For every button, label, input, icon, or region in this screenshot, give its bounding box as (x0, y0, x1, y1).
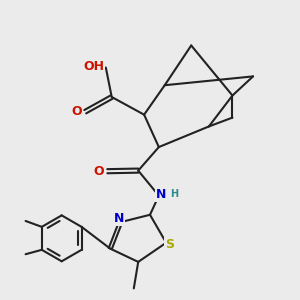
Text: H: H (170, 189, 178, 199)
Text: O: O (93, 165, 104, 178)
Text: OH: OH (83, 60, 104, 73)
Text: N: N (114, 212, 124, 225)
Text: S: S (165, 238, 174, 251)
Text: O: O (72, 105, 82, 118)
Text: N: N (156, 188, 166, 201)
